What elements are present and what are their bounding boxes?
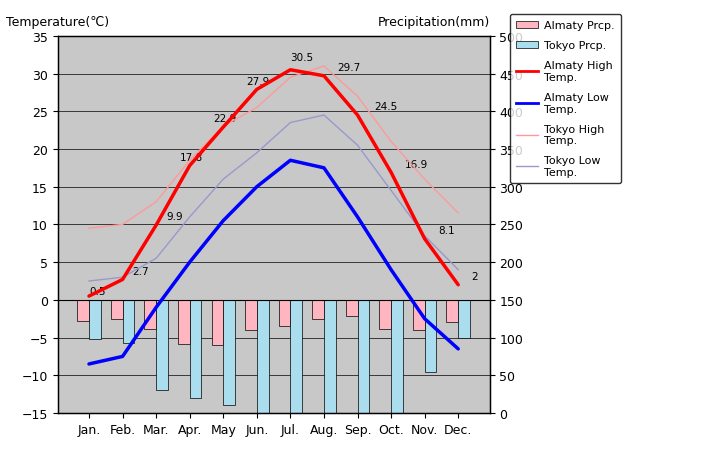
Text: 9.9: 9.9 xyxy=(166,212,183,222)
Text: 16.9: 16.9 xyxy=(405,159,428,169)
Text: 29.7: 29.7 xyxy=(338,63,361,73)
Text: Precipitation(mm): Precipitation(mm) xyxy=(377,16,490,29)
Text: 8.1: 8.1 xyxy=(438,225,455,235)
Bar xyxy=(89,300,101,339)
Bar xyxy=(379,300,391,329)
Bar xyxy=(245,300,257,330)
Bar xyxy=(458,300,470,339)
Text: 30.5: 30.5 xyxy=(290,53,313,63)
Bar xyxy=(324,300,336,427)
Bar xyxy=(212,300,223,345)
Bar xyxy=(257,300,269,432)
Text: 17.8: 17.8 xyxy=(179,152,203,162)
Bar xyxy=(223,300,235,406)
Bar xyxy=(312,300,324,319)
Text: Temperature(℃): Temperature(℃) xyxy=(6,16,109,29)
Text: 24.5: 24.5 xyxy=(374,102,397,112)
Bar xyxy=(413,300,425,330)
Bar xyxy=(290,300,302,417)
Text: 2.7: 2.7 xyxy=(132,266,149,276)
Bar xyxy=(189,300,202,398)
Text: 2: 2 xyxy=(472,271,478,281)
Bar xyxy=(425,300,436,372)
Bar xyxy=(279,300,290,326)
Text: 22.9: 22.9 xyxy=(213,114,236,124)
Bar xyxy=(178,300,189,344)
Bar xyxy=(358,300,369,458)
Bar xyxy=(446,300,458,323)
Bar xyxy=(391,300,402,425)
Bar xyxy=(77,300,89,321)
Bar xyxy=(156,300,168,391)
Bar xyxy=(122,300,135,343)
Legend: Almaty Prcp., Tokyo Prcp., Almaty High
Temp., Almaty Low
Temp., Tokyo High
Temp.: Almaty Prcp., Tokyo Prcp., Almaty High T… xyxy=(510,15,621,184)
Text: 0.5: 0.5 xyxy=(89,286,106,297)
Bar xyxy=(145,300,156,329)
Bar xyxy=(346,300,358,317)
Text: 27.9: 27.9 xyxy=(247,77,270,86)
Bar xyxy=(111,300,122,319)
